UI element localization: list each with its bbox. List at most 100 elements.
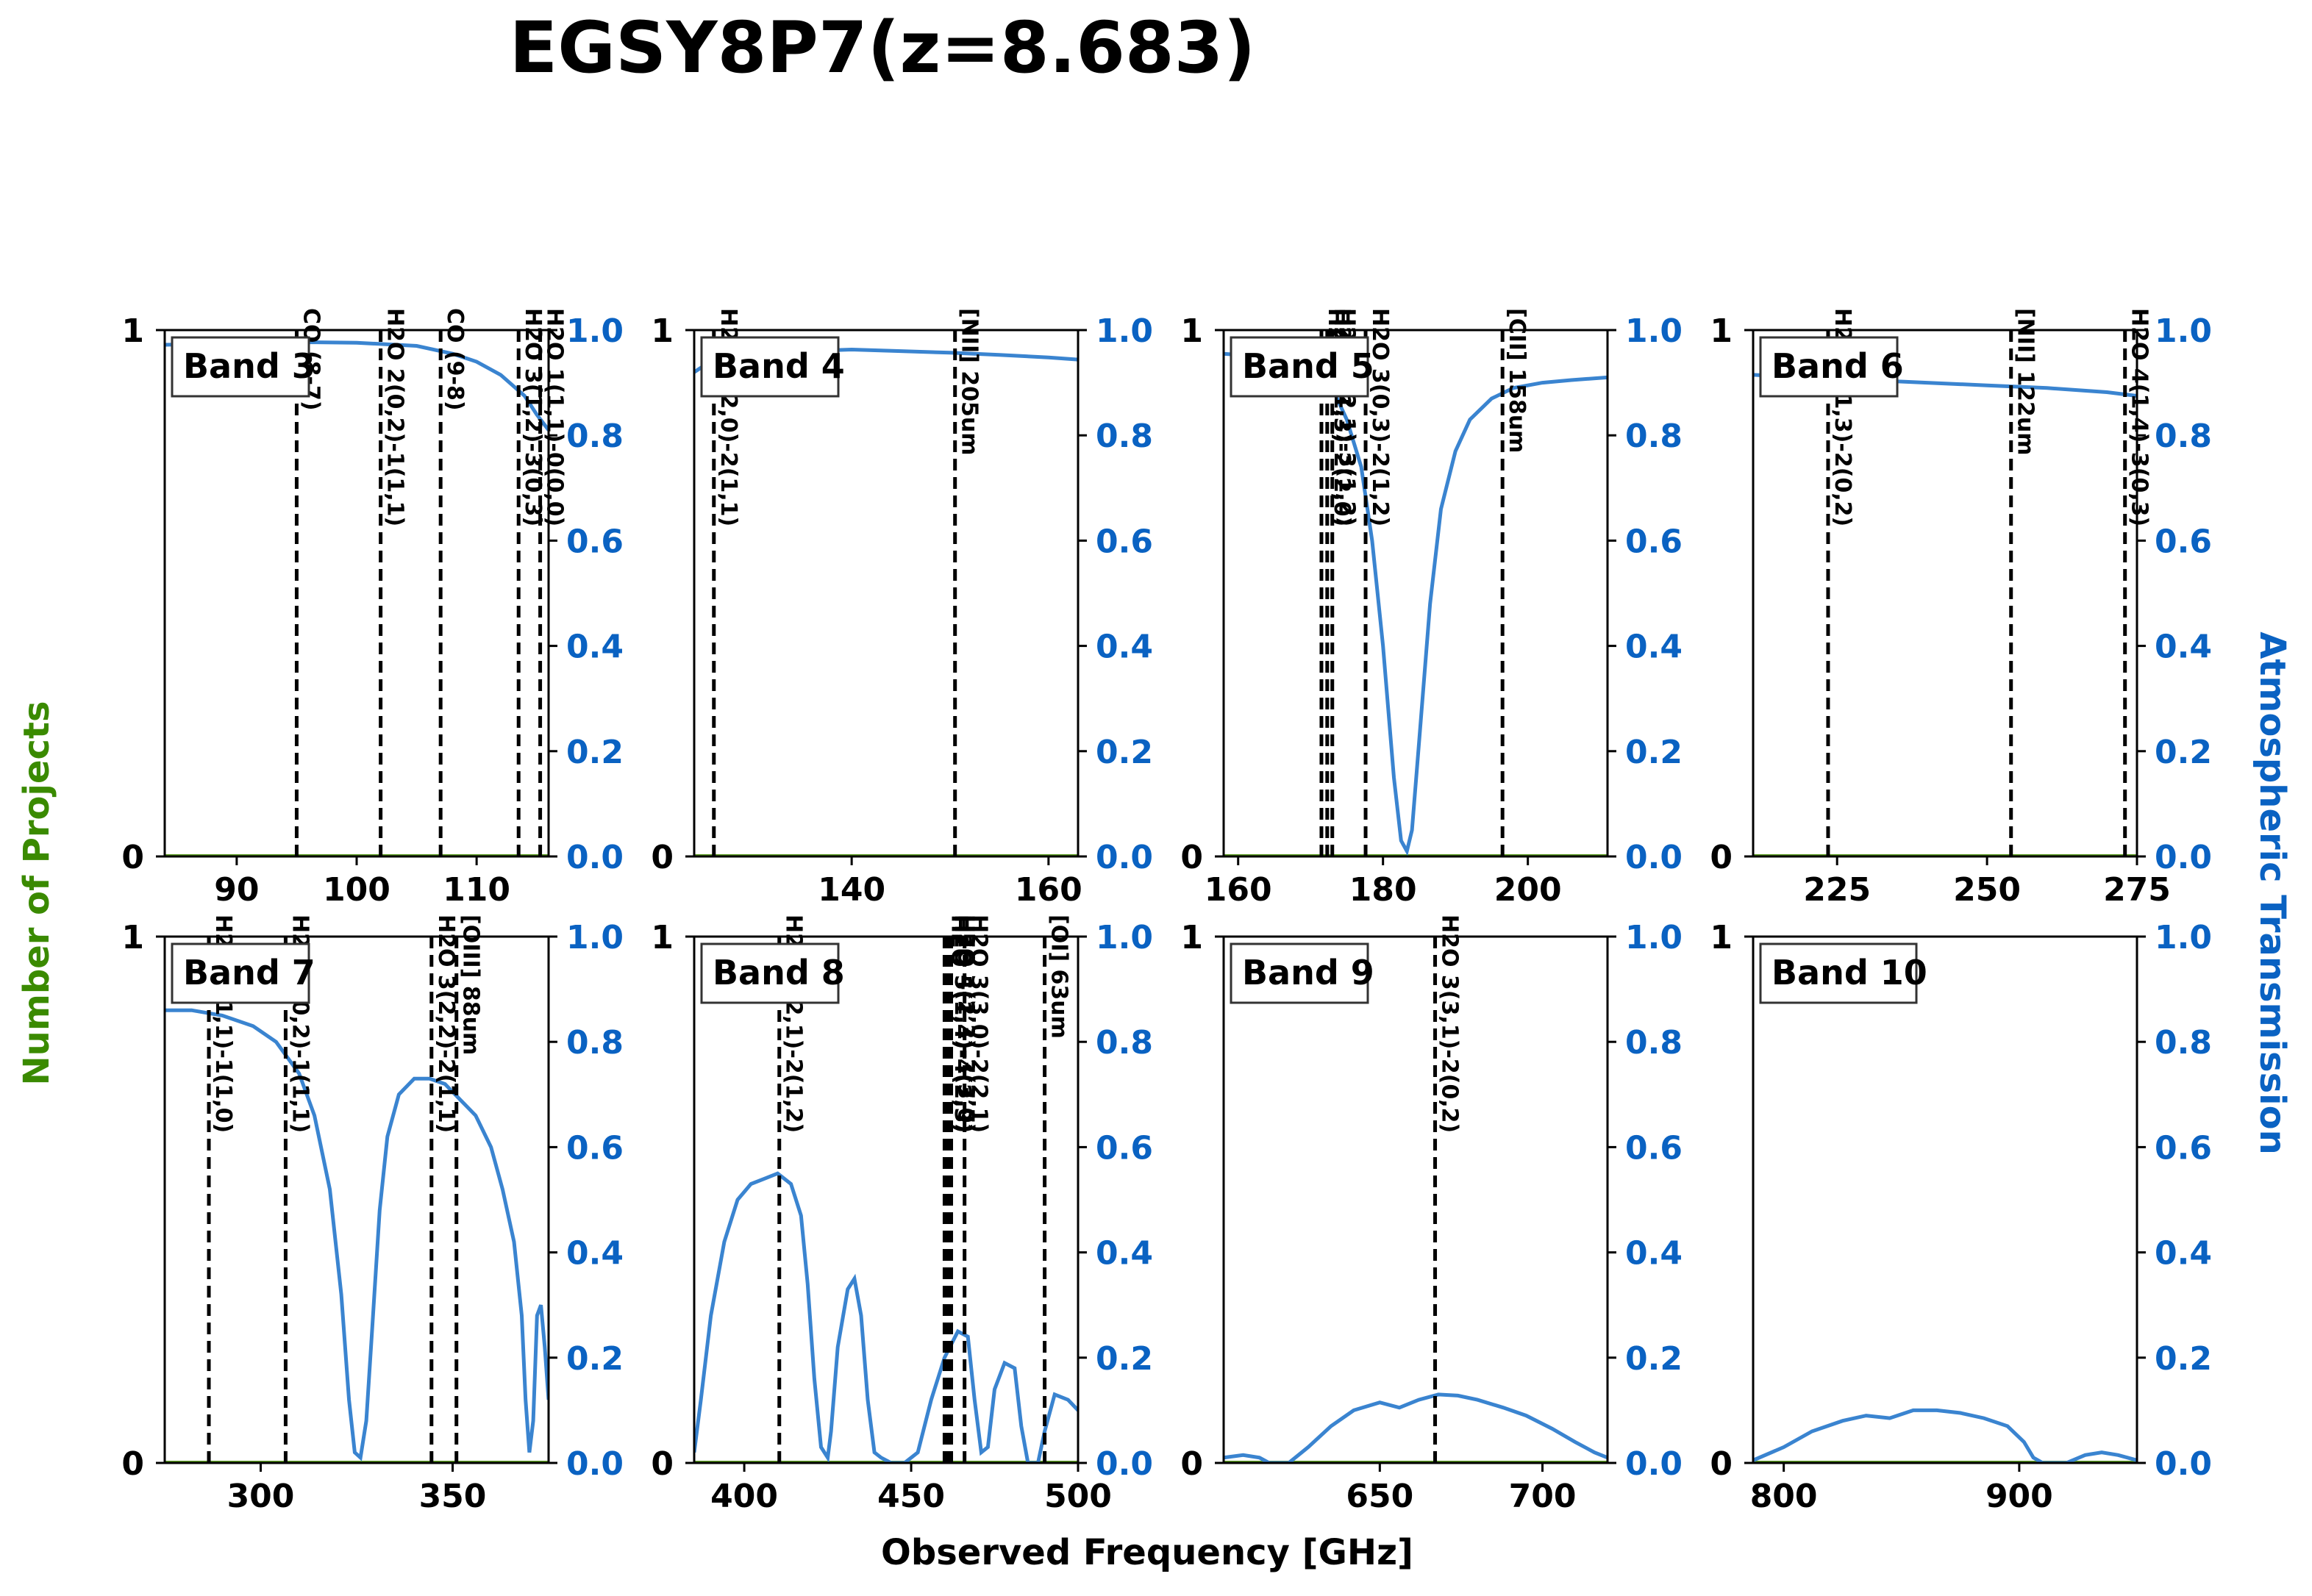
line-label: H2O 2(0,2)-1(1,1) <box>382 308 408 526</box>
right-tick-label: 0.2 <box>1625 734 1683 771</box>
line-label: [OIII] 88um <box>458 915 484 1055</box>
right-tick-label: 0.4 <box>2155 629 2212 666</box>
line-label: H2O 3(2,2)-2(1,1) <box>433 915 459 1133</box>
band-label-box <box>1230 942 1369 1004</box>
panel-frame <box>1752 329 2138 858</box>
panel-frame <box>1222 329 1609 858</box>
right-tick-label: 1.0 <box>1625 312 1683 350</box>
band-label: Band 4 <box>713 346 845 386</box>
right-tick-label: 1.0 <box>2155 312 2212 350</box>
right-tick-label: 0.2 <box>1096 1340 1153 1378</box>
band-label-box <box>1230 336 1369 398</box>
right-tick-label: 0.4 <box>1625 1235 1683 1273</box>
x-tick-label: 350 <box>419 1478 487 1515</box>
right-tick-label: 0.8 <box>2155 1024 2212 1062</box>
right-tick-label: 0.4 <box>566 629 624 666</box>
right-tick-label: 0.0 <box>1625 1445 1683 1483</box>
right-tick-label: 1.0 <box>566 919 624 956</box>
x-tick-label: 250 <box>1953 871 2021 909</box>
y-axis-label-left: Number of Projects <box>16 701 57 1085</box>
transmission-curve <box>694 1171 1078 1463</box>
panel-band-3: CO (8-7) H2O 2(0,2)-1(1,1) CO (9-8) H2O 3(1… <box>121 308 624 909</box>
panel-frame <box>163 935 550 1464</box>
transmission-curve <box>1224 351 1608 856</box>
band-label: Band 10 <box>1772 953 1927 992</box>
x-tick-label: 900 <box>1985 1478 2053 1515</box>
x-tick-label: 450 <box>877 1478 945 1515</box>
panel-frame <box>163 329 550 858</box>
right-tick-label: 0.6 <box>566 523 624 560</box>
left-tick-label: 1 <box>1180 919 1203 956</box>
line-label: H2O 3(0,3)-2(1,2) <box>1367 308 1393 526</box>
x-tick-label: 700 <box>1509 1478 1577 1515</box>
band-label-box <box>1759 942 1918 1004</box>
line-label: [OI] 63um <box>1046 915 1072 1039</box>
band-label: Band 9 <box>1242 953 1374 992</box>
x-tick-label: 140 <box>818 871 885 909</box>
right-tick-label: 0.8 <box>566 1024 624 1062</box>
left-tick-label: 1 <box>121 312 144 350</box>
right-tick-label: 0.4 <box>2155 1235 2212 1273</box>
x-tick-label: 800 <box>1750 1478 1818 1515</box>
band-label-box <box>171 942 310 1004</box>
right-tick-label: 0.6 <box>1625 1129 1683 1167</box>
left-tick-label: 0 <box>1180 1445 1203 1483</box>
band-label: Band 3 <box>183 346 315 386</box>
right-tick-label: 0.0 <box>566 839 624 876</box>
left-tick-label: 1 <box>651 312 674 350</box>
right-tick-label: 0.2 <box>566 734 624 771</box>
panel-frame <box>1752 935 2138 1464</box>
line-label: H2O 4(2,3)-3(3,0) <box>953 915 979 1133</box>
right-tick-label: 0.0 <box>566 1445 624 1483</box>
band-label: Band 7 <box>183 953 315 992</box>
right-tick-label: 0.4 <box>1096 1235 1153 1273</box>
right-tick-label: 0.2 <box>2155 734 2212 771</box>
right-tick-label: 0.8 <box>1096 418 1153 455</box>
x-tick-label: 275 <box>2103 871 2171 909</box>
x-tick-label: 200 <box>1494 871 1562 909</box>
left-tick-label: 0 <box>121 839 144 876</box>
band-label: Band 8 <box>713 953 845 992</box>
right-tick-label: 0.2 <box>2155 1340 2212 1378</box>
panel-band-9: H2O 3(3,1)-2(0,2) Band 9 0 1 0.0 0.2 0.4 0.6 0.8… <box>1180 915 1683 1515</box>
x-tick-label: 160 <box>1015 871 1082 909</box>
right-tick-label: 0.0 <box>1625 839 1683 876</box>
right-tick-label: 0.8 <box>1625 1024 1683 1062</box>
line-label: [CII] 158um <box>1504 308 1530 453</box>
left-tick-label: 0 <box>651 1445 674 1483</box>
figure-title: EGSY8P7(z=8.683) <box>510 7 1256 89</box>
x-tick-label: 225 <box>1803 871 1871 909</box>
panel-frame <box>1222 935 1609 1464</box>
panel-band-6: H2O 3(1,3)-2(0,2) [NII] 122um H2O 4(1,4)-3… <box>1710 308 2212 909</box>
band-label-box <box>1759 336 1899 398</box>
left-tick-label: 0 <box>651 839 674 876</box>
right-tick-label: 0.6 <box>1625 523 1683 560</box>
panels: CO (8-7) H2O 2(0,2)-1(1,1) CO (9-8) H2O 3(1… <box>121 308 2212 1515</box>
band-label-box <box>700 942 840 1004</box>
line-label: [NII] 205um <box>957 308 982 456</box>
right-tick-label: 0.2 <box>1096 734 1153 771</box>
line-label: H2O 3(3,0)-2(2,1) <box>966 915 992 1133</box>
right-tick-label: 0.0 <box>1096 1445 1153 1483</box>
band-label: Band 6 <box>1772 346 1904 386</box>
x-tick-label: 110 <box>443 871 510 909</box>
x-axis-label: Observed Frequency [GHz] <box>881 1532 1413 1573</box>
right-tick-label: 0.8 <box>566 418 624 455</box>
left-tick-label: 1 <box>121 919 144 956</box>
x-tick-label: 160 <box>1205 871 1272 909</box>
right-tick-label: 0.2 <box>1625 1340 1683 1378</box>
transmission-curve <box>165 1008 549 1461</box>
right-tick-label: 0.8 <box>1625 418 1683 455</box>
left-tick-label: 0 <box>1180 839 1203 876</box>
panel-frame <box>693 329 1080 858</box>
x-tick-label: 400 <box>710 1478 778 1515</box>
line-label: H2O 5(1,4)-4(2,3) <box>949 915 975 1133</box>
left-tick-label: 1 <box>1710 919 1733 956</box>
line-label: H2O 4(1,4)-3(0,3) <box>2127 308 2152 526</box>
line-label: H2O 1(1,1)-0(0,0) <box>542 308 568 526</box>
right-tick-label: 0.4 <box>566 1235 624 1273</box>
band-label-box <box>700 336 840 398</box>
panel-band-10: Band 10 0 1 0.0 0.2 0.4 0.6 0.8 1.0 800 900 <box>1710 919 2212 1515</box>
right-tick-label: 0.4 <box>1096 629 1153 666</box>
right-tick-label: 0.0 <box>1096 839 1153 876</box>
